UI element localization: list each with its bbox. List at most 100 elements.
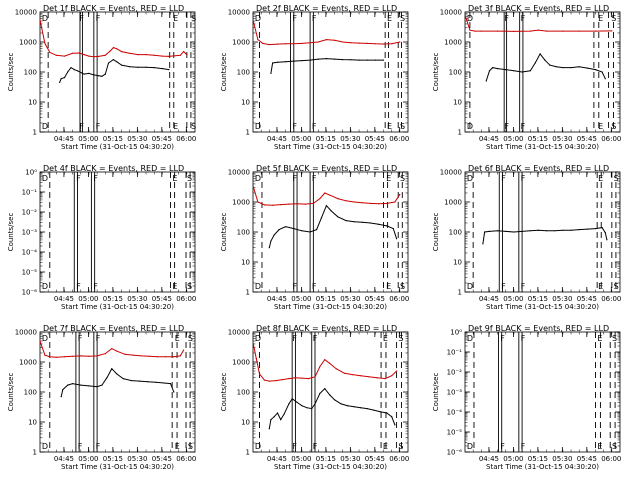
y-tick-label: 10000	[228, 9, 250, 17]
red-data-point	[93, 56, 95, 58]
red-data-point	[374, 43, 376, 45]
black-data-point	[382, 59, 385, 61]
y-tick-label: 1	[246, 129, 250, 137]
black-series-line	[270, 58, 384, 74]
black-data-point	[98, 75, 100, 77]
marker-label-top: D	[42, 14, 48, 23]
marker-label-bottom: F	[504, 122, 509, 131]
black-data-point	[586, 67, 589, 69]
x-tick-label: 06:00	[176, 135, 196, 143]
x-tick-label: 04:45	[479, 295, 499, 303]
black-data-point	[306, 407, 308, 409]
black-data-point	[93, 74, 95, 76]
marker-label-bottom: F	[312, 122, 317, 131]
red-data-point	[173, 356, 175, 358]
red-data-point	[55, 356, 57, 358]
red-data-point	[324, 359, 326, 361]
panel-det-2: Det 2f BLACK = Events, RED = LLD 1 10 100 10…	[220, 4, 409, 151]
y-tick-label: 10000	[15, 9, 37, 17]
marker-label-top: E	[598, 174, 603, 183]
marker-label-bottom: E	[173, 122, 178, 131]
red-data-point	[145, 54, 147, 56]
marker-label-bottom: E	[383, 442, 388, 451]
black-data-point	[285, 61, 287, 63]
black-data-point	[361, 221, 363, 223]
x-tick-label: 05:00	[503, 135, 523, 143]
black-data-point	[378, 223, 380, 225]
y-tick-label: 10000	[228, 329, 250, 337]
x-tick-label: 05:00	[291, 135, 311, 143]
black-series	[60, 367, 175, 398]
red-data-point	[513, 30, 515, 32]
panel-title: Det 3f BLACK = Events, RED = LLD	[468, 4, 609, 13]
red-data-point	[116, 350, 118, 352]
black-data-point	[601, 227, 603, 229]
red-series	[253, 341, 398, 382]
marker-label-bottom: D	[42, 122, 48, 131]
red-data-point	[281, 379, 283, 381]
marker-label-bottom: D	[255, 122, 261, 131]
black-data-point	[317, 58, 319, 60]
red-data-point	[309, 42, 311, 44]
y-tick-label: 1	[246, 289, 250, 297]
black-data-point	[106, 377, 108, 379]
red-data-point	[360, 375, 362, 377]
y-tick-label: 1000	[232, 199, 250, 207]
y-axis-label: Counts/sec	[432, 373, 440, 412]
red-data-point	[153, 54, 155, 56]
x-tick-label: 06:00	[389, 295, 409, 303]
black-data-point	[147, 381, 149, 383]
plot-frame	[252, 331, 409, 453]
black-data-point	[386, 412, 388, 414]
marker-label-bottom: S	[611, 122, 616, 131]
red-series	[40, 19, 188, 58]
black-data-point	[88, 72, 90, 74]
red-data-point	[137, 54, 139, 56]
y-tick-label: 10⁰	[450, 329, 462, 337]
black-data-point	[112, 59, 114, 61]
panel-det-4: Det 4f BLACK = Events, RED = LLD 10⁻⁶ 10⁻⁵…	[7, 164, 196, 311]
black-data-point	[60, 396, 62, 398]
black-data-point	[484, 231, 486, 233]
red-data-point	[497, 30, 499, 32]
red-data-point	[391, 43, 393, 45]
red-data-point	[272, 204, 274, 206]
black-data-point	[353, 221, 355, 223]
x-tick-label: 04:45	[479, 455, 499, 463]
black-data-point	[163, 382, 165, 384]
y-tick-label: 100	[24, 389, 37, 397]
black-data-point	[601, 71, 603, 73]
x-tick-label: 04:45	[267, 455, 287, 463]
marker-label-top: E	[172, 174, 177, 183]
x-tick-label: 06:00	[389, 455, 409, 463]
y-tick-label: 10	[241, 99, 250, 107]
y-tick-label: 1000	[19, 359, 37, 367]
black-data-point	[96, 386, 98, 388]
black-data-point	[107, 62, 110, 64]
red-data-point	[40, 19, 41, 21]
black-data-point	[121, 64, 123, 66]
black-data-point	[88, 385, 90, 387]
black-data-point	[554, 230, 556, 232]
y-tick-label: 100	[237, 69, 250, 77]
marker-label-bottom: D	[467, 442, 473, 451]
black-data-point	[578, 66, 580, 68]
x-axis-label: Start Time (31-Oct-15 04:30:20)	[274, 303, 387, 311]
y-axis-label: Counts/sec	[220, 213, 228, 252]
x-tick-label: 05:00	[78, 135, 98, 143]
marker-label-top: S	[187, 174, 192, 183]
black-data-point	[350, 59, 352, 61]
marker-label-bottom: S	[188, 442, 193, 451]
black-data-point	[173, 391, 175, 393]
marker-label-bottom: E	[172, 282, 177, 291]
red-series	[253, 185, 401, 206]
black-data-point	[562, 67, 564, 69]
x-tick-label: 06:00	[601, 135, 621, 143]
x-tick-label: 05:15	[103, 455, 123, 463]
red-data-point	[546, 30, 548, 32]
y-tick-label: 10⁻⁴	[22, 249, 38, 257]
black-data-point	[169, 383, 172, 385]
x-tick-label: 05:00	[291, 455, 311, 463]
black-data-point	[316, 229, 318, 231]
red-data-point	[258, 373, 261, 375]
